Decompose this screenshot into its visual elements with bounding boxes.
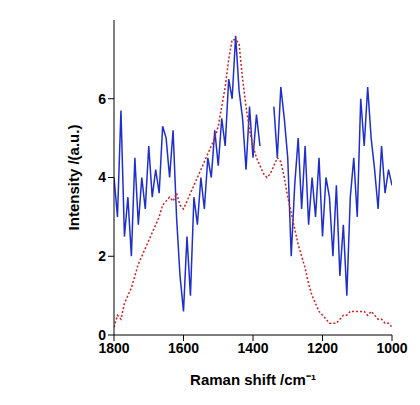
svg-text:1400: 1400 (237, 340, 268, 356)
svg-text:1200: 1200 (307, 340, 338, 356)
svg-text:1000: 1000 (376, 340, 407, 356)
svg-text:2: 2 (98, 248, 106, 264)
svg-text:1600: 1600 (168, 340, 199, 356)
svg-text:Raman shift /cm⁻¹: Raman shift /cm⁻¹ (190, 371, 316, 388)
svg-text:6: 6 (98, 91, 106, 107)
svg-text:4: 4 (98, 169, 106, 185)
svg-text:0: 0 (98, 327, 106, 343)
svg-text:Intensity /(a.u.): Intensity /(a.u.) (65, 125, 82, 231)
svg-text:1800: 1800 (98, 339, 130, 356)
